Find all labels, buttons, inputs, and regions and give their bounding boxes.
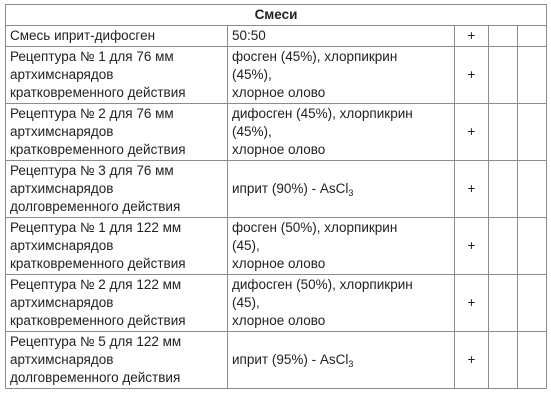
composition-line: фосген (45%), хлорпикрин bbox=[232, 49, 398, 64]
composition-line: фосген (50%), хлорпикрин bbox=[232, 220, 398, 235]
mixture-name-line: Смесь иприт-дифосген bbox=[10, 28, 156, 43]
mixture-name-line: долговременного действия bbox=[10, 370, 181, 385]
composition-line: иприт (95%) - AsCl3 bbox=[232, 351, 450, 369]
mixture-name-line: артхимснарядов bbox=[10, 124, 114, 139]
table-row: Рецептура № 1 для 122 мм артхимснарядов … bbox=[5, 217, 547, 275]
mark-cell: + bbox=[454, 46, 489, 104]
mixture-name-line: кратковременного действия bbox=[10, 142, 186, 157]
mixture-name-line: Рецептура № 1 для 76 мм bbox=[10, 49, 174, 64]
mixture-name-cell: Смесь иприт-дифосген bbox=[5, 25, 228, 47]
mixtures-table: Смеси Смесь иприт-дифосген 50:50 + Рецеп… bbox=[5, 4, 547, 389]
mixture-name-line: артхимснарядов bbox=[10, 238, 114, 253]
composition-cell: дифосген (50%), хлорпикрин (45), хлорное… bbox=[227, 274, 455, 332]
composition-line: хлорное олово bbox=[232, 142, 326, 157]
empty-cell bbox=[517, 103, 547, 161]
composition-subscript: 3 bbox=[348, 188, 354, 198]
mixture-name-line: артхимснарядов bbox=[10, 67, 114, 82]
table-row: Рецептура № 1 для 76 мм артхимснарядов к… bbox=[5, 46, 547, 104]
mixture-name-cell: Рецептура № 5 для 122 мм артхимснарядов … bbox=[5, 331, 228, 389]
mixture-name-cell: Рецептура № 3 для 76 мм артхимснарядов д… bbox=[5, 160, 228, 218]
composition-line: дифосген (50%), хлорпикрин bbox=[232, 277, 413, 292]
empty-cell bbox=[517, 274, 547, 332]
mark-cell: + bbox=[454, 103, 489, 161]
mixture-name-cell: Рецептура № 1 для 76 мм артхимснарядов к… bbox=[5, 46, 228, 104]
mixture-name-line: Рецептура № 2 для 76 мм bbox=[10, 106, 174, 121]
composition-text: иприт (95%) - AsCl bbox=[232, 352, 349, 367]
composition-cell: фосген (45%), хлорпикрин (45%), хлорное … bbox=[227, 46, 455, 104]
table-row: Смесь иприт-дифосген 50:50 + bbox=[5, 25, 547, 47]
composition-cell: иприт (90%) - AsCl3 bbox=[227, 160, 455, 218]
composition-line: (45), bbox=[232, 238, 260, 253]
composition-cell: 50:50 bbox=[227, 25, 455, 47]
empty-cell bbox=[488, 331, 518, 389]
composition-line: (45%), bbox=[232, 124, 272, 139]
composition-line: (45%), bbox=[232, 67, 272, 82]
composition-line: (45), bbox=[232, 295, 260, 310]
empty-cell bbox=[488, 46, 518, 104]
empty-cell bbox=[517, 25, 547, 47]
mixture-name-line: Рецептура № 3 для 76 мм bbox=[10, 163, 174, 178]
mixture-name-line: артхимснарядов bbox=[10, 352, 114, 367]
mixture-name-line: Рецептура № 1 для 122 мм bbox=[10, 220, 182, 235]
composition-cell: иприт (95%) - AsCl3 bbox=[227, 331, 455, 389]
table-row: Рецептура № 3 для 76 мм артхимснарядов д… bbox=[5, 160, 547, 218]
mark-cell: + bbox=[454, 160, 489, 218]
composition-cell: фосген (50%), хлорпикрин (45), хлорное о… bbox=[227, 217, 455, 275]
empty-cell bbox=[488, 217, 518, 275]
mixture-name-line: долговременного действия bbox=[10, 199, 181, 214]
mixture-name-line: Рецептура № 5 для 122 мм bbox=[10, 334, 182, 349]
mark-cell: + bbox=[454, 274, 489, 332]
empty-cell bbox=[517, 331, 547, 389]
composition-line: хлорное олово bbox=[232, 313, 326, 328]
composition-cell: дифосген (45%), хлорпикрин (45%), хлорно… bbox=[227, 103, 455, 161]
composition-text: иприт (90%) - AsCl bbox=[232, 181, 349, 196]
table-row: Рецептура № 5 для 122 мм артхимснарядов … bbox=[5, 331, 547, 389]
mixture-name-cell: Рецептура № 1 для 122 мм артхимснарядов … bbox=[5, 217, 228, 275]
table-title: Смеси bbox=[5, 4, 547, 26]
composition-line: 50:50 bbox=[232, 28, 266, 43]
composition-line: иприт (90%) - AsCl3 bbox=[232, 180, 450, 198]
composition-line: дифосген (45%), хлорпикрин bbox=[232, 106, 413, 121]
mixture-name-cell: Рецептура № 2 для 122 мм артхимснарядов … bbox=[5, 274, 228, 332]
mark-cell: + bbox=[454, 331, 489, 389]
table-row: Рецептура № 2 для 122 мм артхимснарядов … bbox=[5, 274, 547, 332]
mixture-name-line: кратковременного действия bbox=[10, 256, 186, 271]
empty-cell bbox=[488, 274, 518, 332]
composition-line: хлорное олово bbox=[232, 256, 326, 271]
mixture-name-cell: Рецептура № 2 для 76 мм артхимснарядов к… bbox=[5, 103, 228, 161]
mixture-name-line: кратковременного действия bbox=[10, 313, 186, 328]
composition-line: хлорное олово bbox=[232, 85, 326, 100]
empty-cell bbox=[488, 103, 518, 161]
empty-cell bbox=[517, 46, 547, 104]
table-header-row: Смеси bbox=[5, 4, 547, 26]
empty-cell bbox=[517, 217, 547, 275]
mixture-name-line: артхимснарядов bbox=[10, 295, 114, 310]
mark-cell: + bbox=[454, 25, 489, 47]
mixture-name-line: артхимснарядов bbox=[10, 181, 114, 196]
mixture-name-line: кратковременного действия bbox=[10, 85, 186, 100]
table-row: Рецептура № 2 для 76 мм артхимснарядов к… bbox=[5, 103, 547, 161]
empty-cell bbox=[488, 160, 518, 218]
mixture-name-line: Рецептура № 2 для 122 мм bbox=[10, 277, 182, 292]
composition-subscript: 3 bbox=[348, 359, 354, 369]
empty-cell bbox=[488, 25, 518, 47]
empty-cell bbox=[517, 160, 547, 218]
mark-cell: + bbox=[454, 217, 489, 275]
